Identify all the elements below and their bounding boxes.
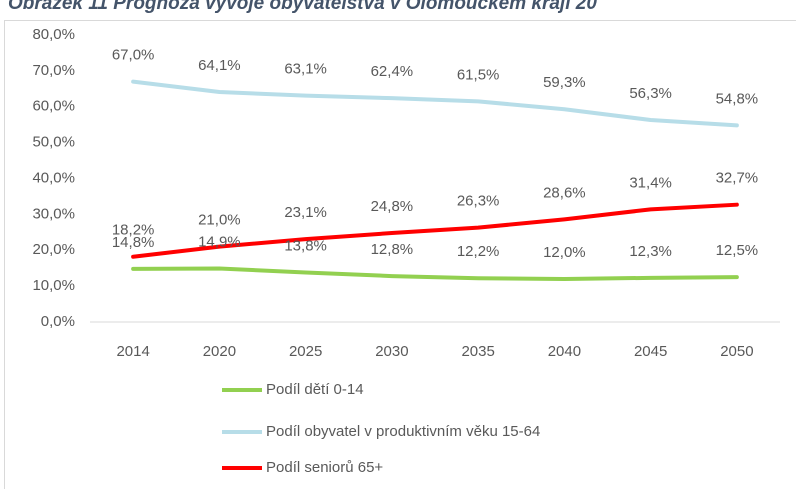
data-label: 12,5%	[716, 242, 759, 259]
data-label: 61,5%	[457, 66, 500, 83]
data-label: 59,3%	[543, 74, 586, 91]
x-tick-label: 2020	[203, 343, 236, 360]
y-tick-label: 60,0%	[32, 98, 75, 115]
legend-label: Podíl seniorů 65+	[266, 459, 383, 476]
y-tick-label: 80,0%	[32, 26, 75, 43]
x-tick-label: 2025	[289, 343, 322, 360]
data-label: 21,0%	[198, 212, 241, 229]
data-label: 14,8%	[112, 234, 155, 251]
data-label: 18,2%	[112, 222, 155, 239]
data-label: 32,7%	[716, 170, 759, 187]
x-tick-label: 2050	[720, 343, 753, 360]
data-label: 28,6%	[543, 184, 586, 201]
data-label: 12,8%	[371, 241, 414, 258]
y-tick-label: 40,0%	[32, 169, 75, 186]
legend-label: Podíl dětí 0-14	[266, 381, 364, 398]
y-tick-label: 20,0%	[32, 241, 75, 258]
data-label: 67,0%	[112, 47, 155, 64]
x-tick-label: 2045	[634, 343, 667, 360]
y-tick-label: 70,0%	[32, 62, 75, 79]
data-label: 23,1%	[284, 204, 327, 221]
series-line	[131, 266, 739, 281]
data-label: 63,1%	[284, 61, 327, 78]
y-tick-label: 30,0%	[32, 205, 75, 222]
series-line	[131, 202, 739, 259]
x-tick-label: 2014	[116, 343, 149, 360]
data-label: 54,8%	[716, 90, 759, 107]
data-label: 62,4%	[371, 63, 414, 80]
x-tick-label: 2030	[375, 343, 408, 360]
chart-title: Obrázek 11 Prognóza vývoje obyvatelstva …	[8, 0, 597, 14]
y-tick-label: 10,0%	[32, 277, 75, 294]
y-tick-label: 50,0%	[32, 134, 75, 151]
data-label: 12,0%	[543, 244, 586, 261]
x-tick-label: 2035	[461, 343, 494, 360]
y-tick-label: 0,0%	[41, 313, 75, 330]
data-label: 12,2%	[457, 243, 500, 260]
data-label: 12,3%	[629, 243, 672, 260]
data-label: 26,3%	[457, 193, 500, 210]
data-label: 24,8%	[371, 198, 414, 215]
data-label: 31,4%	[629, 174, 672, 191]
series-line	[131, 79, 739, 128]
x-tick-label: 2040	[548, 343, 581, 360]
data-label: 13,8%	[284, 237, 327, 254]
data-label: 56,3%	[629, 85, 672, 102]
data-label: 64,1%	[198, 57, 241, 74]
legend-label: Podíl obyvatel v produktivním věku 15-64	[266, 423, 540, 440]
data-label: 14,9%	[198, 234, 241, 251]
